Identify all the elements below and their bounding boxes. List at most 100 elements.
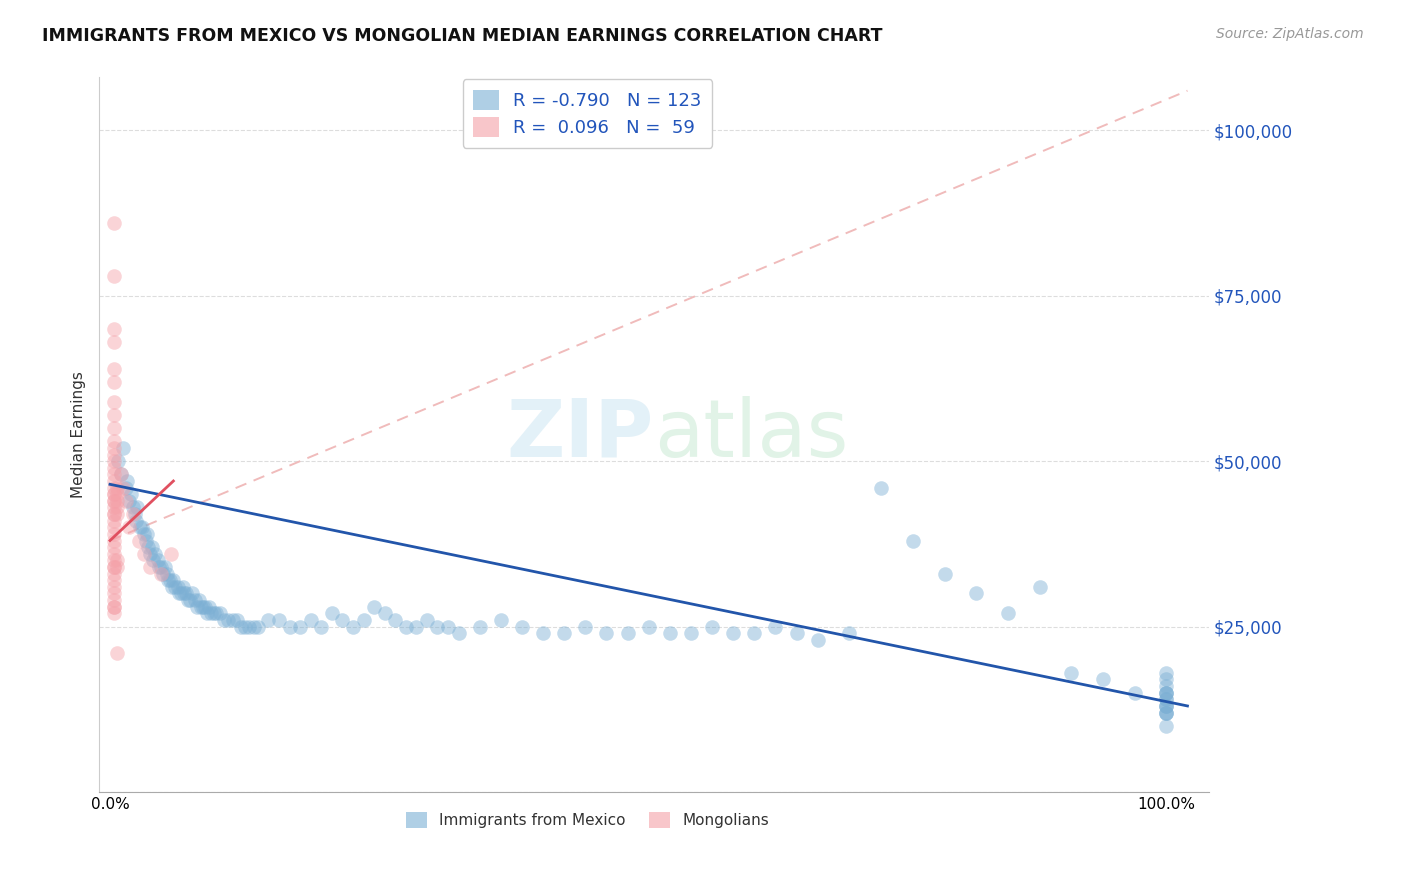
Point: [103, 560, 125, 574]
Point: [166, 580, 188, 594]
Point: [965, 586, 987, 600]
Point: [128, 533, 150, 548]
Point: [111, 481, 134, 495]
Point: [1156, 706, 1178, 720]
Point: [142, 553, 165, 567]
Point: [212, 613, 235, 627]
Point: [1156, 686, 1178, 700]
Point: [195, 607, 218, 621]
Point: [115, 474, 138, 488]
Point: [363, 599, 385, 614]
Point: [1156, 692, 1178, 706]
Point: [103, 474, 125, 488]
Point: [110, 467, 132, 482]
Point: [1156, 686, 1178, 700]
Point: [997, 607, 1019, 621]
Point: [1060, 665, 1083, 680]
Point: [204, 607, 226, 621]
Point: [146, 553, 169, 567]
Point: [159, 574, 181, 588]
Point: [200, 607, 222, 621]
Point: [595, 626, 617, 640]
Point: [156, 566, 179, 581]
Point: [120, 487, 142, 501]
Point: [103, 599, 125, 614]
Point: [103, 460, 125, 475]
Point: [105, 494, 128, 508]
Point: [105, 553, 128, 567]
Point: [437, 619, 460, 633]
Point: [170, 586, 193, 600]
Point: [658, 626, 681, 640]
Point: [103, 434, 125, 449]
Point: [105, 560, 128, 574]
Point: [1156, 706, 1178, 720]
Point: [257, 613, 280, 627]
Point: [553, 626, 575, 640]
Point: [202, 607, 225, 621]
Point: [1156, 698, 1178, 713]
Point: [103, 580, 125, 594]
Point: [342, 619, 364, 633]
Point: [489, 613, 512, 627]
Point: [174, 586, 197, 600]
Point: [103, 268, 125, 283]
Point: [1156, 679, 1178, 693]
Point: [136, 540, 159, 554]
Text: atlas: atlas: [654, 396, 848, 474]
Point: [103, 547, 125, 561]
Point: [616, 626, 638, 640]
Point: [242, 619, 264, 633]
Point: [103, 566, 125, 581]
Point: [278, 619, 301, 633]
Point: [172, 580, 194, 594]
Point: [132, 547, 155, 561]
Y-axis label: Median Earnings: Median Earnings: [72, 371, 86, 498]
Point: [1156, 719, 1178, 733]
Point: [103, 514, 125, 528]
Point: [125, 514, 148, 528]
Point: [141, 540, 163, 554]
Point: [149, 566, 172, 581]
Point: [1156, 706, 1178, 720]
Point: [510, 619, 533, 633]
Point: [103, 494, 125, 508]
Text: IMMIGRANTS FROM MEXICO VS MONGOLIAN MEDIAN EARNINGS CORRELATION CHART: IMMIGRANTS FROM MEXICO VS MONGOLIAN MEDI…: [42, 27, 883, 45]
Point: [118, 494, 141, 508]
Point: [765, 619, 787, 633]
Point: [103, 553, 125, 567]
Point: [723, 626, 745, 640]
Point: [103, 574, 125, 588]
Point: [332, 613, 354, 627]
Point: [160, 547, 183, 561]
Point: [139, 547, 162, 561]
Point: [173, 586, 195, 600]
Point: [1028, 580, 1050, 594]
Point: [198, 599, 221, 614]
Point: [838, 626, 860, 640]
Point: [105, 507, 128, 521]
Point: [107, 454, 129, 468]
Point: [162, 574, 184, 588]
Point: [115, 481, 138, 495]
Point: [309, 619, 332, 633]
Point: [468, 619, 491, 633]
Point: [1156, 698, 1178, 713]
Point: [103, 607, 125, 621]
Point: [186, 599, 208, 614]
Point: [105, 500, 128, 515]
Point: [321, 607, 343, 621]
Point: [128, 520, 150, 534]
Point: [122, 507, 145, 521]
Point: [1156, 665, 1178, 680]
Point: [267, 613, 290, 627]
Point: [135, 533, 157, 548]
Point: [167, 586, 190, 600]
Point: [103, 507, 125, 521]
Point: [191, 599, 214, 614]
Point: [153, 560, 176, 574]
Point: [416, 613, 439, 627]
Point: [187, 593, 209, 607]
Point: [233, 619, 256, 633]
Point: [103, 448, 125, 462]
